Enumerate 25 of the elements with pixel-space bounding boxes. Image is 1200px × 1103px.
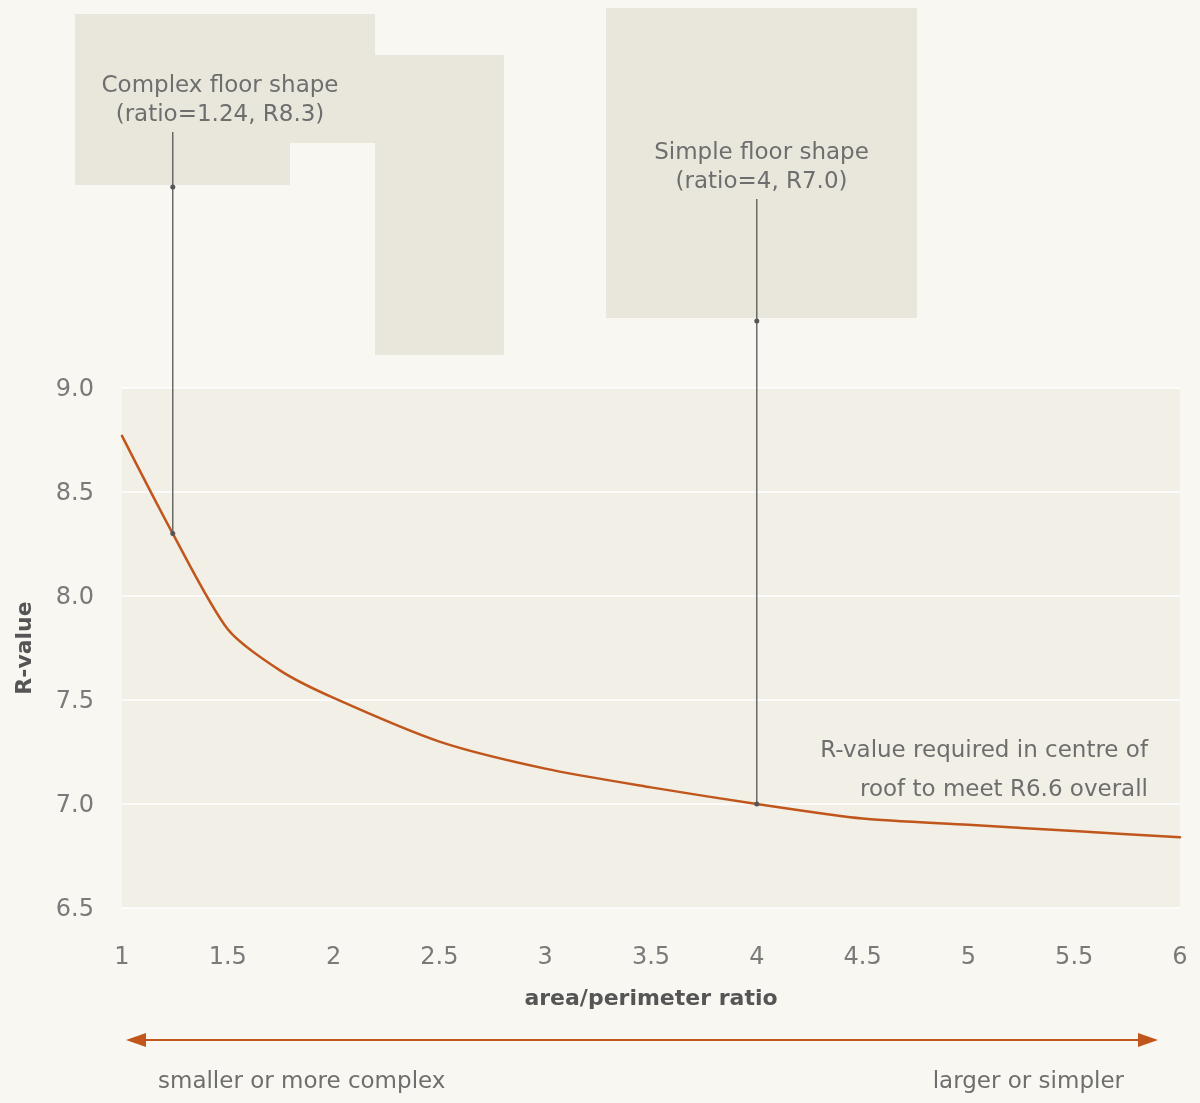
x-tick-label: 5 — [960, 942, 977, 970]
y-tick-label: 8.5 — [55, 478, 94, 506]
x-tick-label: 3.5 — [631, 942, 671, 970]
annotation: R-value required in centre of roof to meet R6.6 overall — [819, 735, 1148, 804]
x-tick-label: 4.5 — [843, 942, 882, 970]
text: larger or simpler — [932, 1066, 1124, 1095]
x-tick-label: 1 — [114, 942, 130, 970]
line-series — [120, 434, 1182, 839]
annotation: Simple floor shape (ratio=4, R7.0) — [653, 137, 870, 195]
x-axis-title: area/perimeter ratio — [524, 984, 778, 1010]
x-tick-label: 6 — [1172, 942, 1188, 970]
x-tick-label: 2.5 — [420, 942, 459, 970]
y-axis-title: R-value — [10, 601, 36, 695]
y-tick-label: 6.5 — [55, 894, 94, 922]
annotation: Complex floor shape (ratio=1.24, R8.3) — [100, 70, 340, 128]
x-tick-label: 5.5 — [1055, 942, 1094, 970]
text: smaller or more complex — [158, 1066, 446, 1095]
x-tick-label: 1.5 — [208, 942, 247, 970]
x-tick-label: 3 — [537, 942, 553, 970]
x-tick-label: 4 — [749, 942, 765, 970]
x-tick-label: 2 — [325, 942, 342, 970]
y-tick-label: 8.0 — [55, 582, 94, 610]
y-tick-label: 7.5 — [55, 686, 94, 714]
y-tick-label: 9.0 — [55, 374, 94, 402]
y-tick-label: 7.0 — [55, 790, 94, 818]
